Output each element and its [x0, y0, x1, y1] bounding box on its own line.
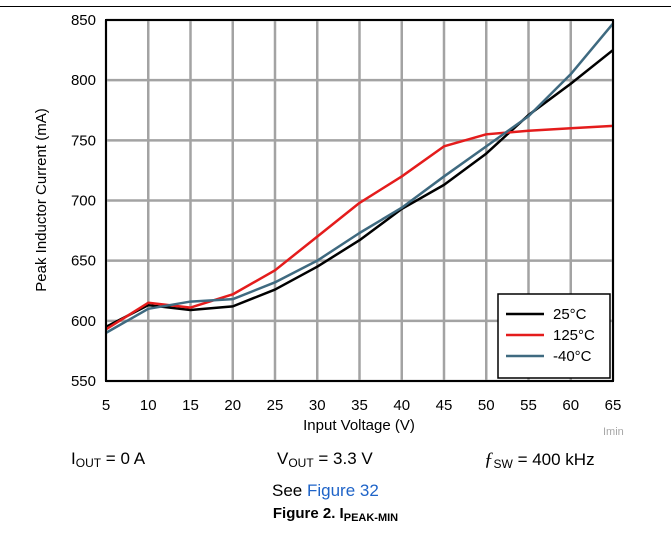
y-tick-label: 600: [71, 313, 96, 330]
y-tick-label: 700: [71, 193, 96, 210]
figure-32-link[interactable]: Figure 32: [306, 481, 379, 500]
x-tick-label: 10: [140, 397, 157, 414]
iout-condition: IOUT = 0 A: [71, 449, 146, 470]
x-tick-label: 5: [102, 397, 110, 414]
vout-condition: VOUT = 3.3 V: [277, 449, 373, 470]
x-tick-label: 25: [267, 397, 284, 414]
x-tick-labels: 5 10 15 20 25 30 35 40 45 50 55 60 65: [102, 397, 622, 414]
plot-frame: [105, 19, 614, 382]
y-tick-label: 800: [71, 72, 96, 89]
y-tick-label: 650: [71, 253, 96, 270]
x-tick-label: 45: [436, 397, 453, 414]
fsw-condition: ƒSW = 400 kHz: [484, 449, 595, 471]
legend-label: -40°C: [553, 348, 592, 365]
x-tick-label: 35: [351, 397, 368, 414]
top-rule: [0, 6, 671, 7]
y-axis-label: Peak Inductor Current (mA): [33, 108, 50, 291]
legend-label: 25°C: [553, 306, 587, 323]
x-tick-label: 15: [182, 397, 199, 414]
x-tick-label: 65: [605, 397, 622, 414]
see-figure-note: See Figure 32: [272, 481, 379, 500]
series-lines: [105, 22, 614, 334]
y-tick-label: 850: [71, 12, 96, 29]
x-tick-label: 60: [562, 397, 579, 414]
x-axis-label: Input Voltage (V): [303, 417, 415, 434]
x-tick-label: 55: [520, 397, 537, 414]
series-line: [105, 22, 614, 334]
x-tick-label: 30: [309, 397, 326, 414]
legend: 25°C 125°C -40°C: [497, 293, 611, 379]
y-tick-labels: 550 600 650 700 750 800 850: [71, 12, 96, 390]
y-tick-label: 550: [71, 373, 96, 390]
x-tick-label: 50: [478, 397, 495, 414]
series-line: [105, 124, 614, 331]
figure-caption: Figure 2. IPEAK-MIN: [272, 505, 399, 524]
x-tick-label: 40: [393, 397, 410, 414]
x-tick-label: 20: [224, 397, 241, 414]
y-tick-label: 750: [71, 132, 96, 149]
legend-label: 125°C: [553, 327, 595, 344]
watermark-label: Imin: [603, 426, 624, 438]
peak-inductor-current-chart: 5 10 15 20 25 30 35 40 45 50 55 60 65 550 600 650 700 75…: [33, 12, 622, 434]
